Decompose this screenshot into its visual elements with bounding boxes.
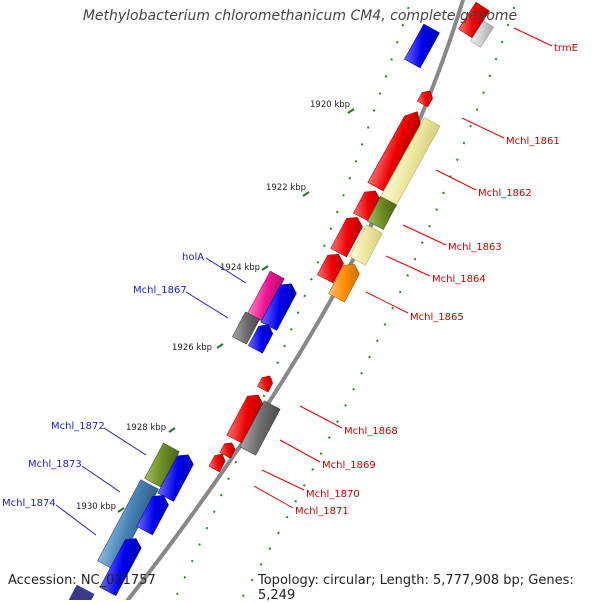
gene-Mchl_1874[interactable] [99,534,144,597]
outer-gene-group [208,1,494,473]
gene-labels: trmE Mchl_1861 Mchl_1862 Mchl_1863 Mchl_… [2,43,578,517]
tick-label: 1922 kbp [266,183,306,193]
gene-red-a[interactable] [353,187,383,222]
label-Mchl_1864[interactable]: Mchl_1864 [432,274,486,285]
leader-Mchl_1872 [103,427,147,456]
leader-Mchl_1861 [461,117,505,139]
leader-Mchl_1868 [299,405,343,429]
label-holA[interactable]: holA [182,252,204,263]
tick-mark [117,507,125,513]
gene-blue-1873[interactable] [136,491,172,536]
tick-label: 1924 kbp [220,263,260,273]
label-Mchl_1867[interactable]: Mchl_1867 [133,285,187,296]
tick-mark [302,191,310,197]
gene-Mchl_1863[interactable] [367,196,397,230]
label-Mchl_1872[interactable]: Mchl_1872 [51,421,105,432]
tick-label: 1926 kbp [172,343,212,353]
label-Mchl_1874[interactable]: Mchl_1874 [2,498,56,509]
leader-Mchl_1865 [365,291,409,314]
leader-trmE [513,27,553,47]
leader-Mchl_1867 [185,291,229,319]
gene-Mchl_1864[interactable] [349,224,383,266]
map-title: Methylobacterium chloromethanicum CM4, c… [82,8,518,24]
tick-mark [168,427,176,433]
gene-small-red-2[interactable] [257,373,275,393]
label-Mchl_1869[interactable]: Mchl_1869 [322,460,376,471]
gene-blue-1872[interactable] [157,451,196,502]
leader-Mchl_1869 [279,439,321,463]
gene-red-c[interactable] [317,250,346,284]
tick-label: 1928 kbp [126,423,166,433]
label-Mchl_1868[interactable]: Mchl_1868 [344,426,398,437]
gene-Mchl_1861[interactable] [367,107,425,192]
leader-Mchl_1870 [261,469,305,491]
gene-Mchl_1872[interactable] [144,442,180,488]
gene-blue-top[interactable] [404,23,440,69]
topology-text: Topology: circular; Length: 5,777,908 bp… [258,573,574,603]
leader-Mchl_1874 [55,504,97,536]
leader-Mchl_1871 [253,485,294,509]
gene-Mchl_1867[interactable] [232,311,260,345]
gene-blue-1867[interactable] [248,321,275,354]
tick-mark [261,265,269,271]
label-Mchl_1861[interactable]: Mchl_1861 [506,136,560,147]
label-Mchl_1862[interactable]: Mchl_1862 [478,188,532,199]
inner-dotted-guide [173,0,412,600]
label-trmE[interactable]: trmE [554,43,578,54]
gene-Mchl_1870[interactable] [219,440,237,459]
gene-red-b[interactable] [330,213,366,258]
gene-partial-bottom[interactable] [65,584,95,600]
tick-mark [347,108,355,114]
tick-label: 1920 kbp [310,100,350,110]
label-Mchl_1873[interactable]: Mchl_1873 [28,459,82,470]
outer-dotted-guide [239,0,518,600]
tick-group: 1920 kbp 1922 kbp 1924 kbp 1926 kbp 1928… [76,100,355,513]
label-Mchl_1865[interactable]: Mchl_1865 [410,312,464,323]
gene-Mchl_1873[interactable] [97,479,159,571]
gene-light-gray[interactable] [470,20,494,48]
inner-gene-group [65,23,440,600]
leader-Mchl_1873 [81,465,121,493]
gene-blue-holA[interactable] [260,280,299,331]
gene-small-red[interactable] [416,88,435,108]
gene-Mchl_1868[interactable] [226,391,266,444]
accession-text: Accession: NC_011757 [8,573,156,588]
leader-Mchl_1862 [435,169,477,191]
gene-Mchl_1869[interactable] [239,400,281,456]
leader-holA [205,257,247,284]
label-Mchl_1871[interactable]: Mchl_1871 [295,506,349,517]
tick-mark [216,343,224,349]
label-Mchl_1870[interactable]: Mchl_1870 [306,489,360,500]
leader-Mchl_1863 [402,224,447,246]
leader-Mchl_1864 [385,255,431,277]
leader-lines [55,27,553,536]
gene-Mchl_1865[interactable] [328,260,363,303]
gene-Mchl_1871[interactable] [208,451,228,473]
label-Mchl_1863[interactable]: Mchl_1863 [448,242,502,253]
gene-trmE[interactable] [458,1,490,39]
tick-label: 1930 kbp [76,502,116,512]
